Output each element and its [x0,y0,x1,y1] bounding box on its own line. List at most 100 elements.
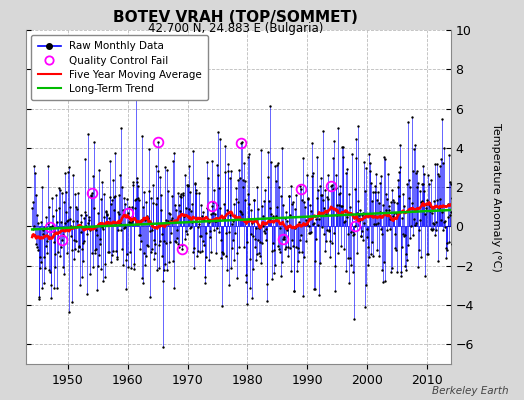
Point [394,184,402,190]
Point [117,124,126,131]
Point [34,247,42,254]
Point [354,198,363,204]
Point [356,217,365,224]
Point [53,219,61,226]
Point [408,200,417,206]
Point [295,249,303,256]
Point [447,241,456,247]
Point [224,168,233,174]
Point [357,232,366,239]
Point [365,254,373,260]
Point [78,228,86,235]
Point [203,158,211,165]
Point [301,204,309,210]
Point [417,198,425,205]
Point [153,195,161,202]
Point [154,168,162,174]
Point [345,204,354,210]
Point [191,180,199,187]
Point [71,204,80,210]
Point [411,222,419,228]
Point [184,182,192,188]
Point [87,191,95,198]
Point [185,206,193,213]
Point [370,213,378,219]
Point [322,211,330,217]
Point [160,164,169,170]
Point [376,209,385,215]
Point [347,228,355,235]
Point [67,232,75,239]
Point [212,224,221,231]
Point [130,205,139,212]
Point [436,217,445,223]
Point [288,201,296,207]
Point [422,197,431,203]
Point [221,168,230,175]
Point [43,250,51,256]
Point [409,232,418,238]
Point [363,234,371,240]
Point [304,222,313,229]
Point [168,193,177,200]
Point [312,154,321,160]
Point [72,238,80,244]
Point [169,158,177,164]
Point [378,230,386,237]
Point [388,187,397,194]
Point [203,175,212,181]
Point [113,254,122,260]
Point [58,190,66,196]
Point [299,155,307,161]
Point [275,183,283,190]
Point [237,209,245,216]
Point [234,177,242,184]
Point [189,245,198,251]
Point [38,184,46,190]
Point [278,258,287,265]
Point [346,255,354,261]
Point [398,244,406,250]
Point [123,251,131,257]
Point [70,256,78,262]
Point [306,202,314,208]
Point [152,200,160,207]
Point [380,154,389,160]
Point [123,196,132,202]
Point [105,249,114,256]
Point [406,184,414,190]
Point [315,216,323,222]
Point [452,236,460,242]
Point [369,253,377,260]
Point [328,181,336,188]
Point [387,199,395,205]
Point [309,170,318,176]
Point [432,227,440,234]
Point [321,238,330,245]
Point [222,230,230,236]
Point [162,167,171,173]
Point [60,170,69,176]
Point [65,308,73,315]
Point [310,258,319,264]
Point [95,252,103,258]
Point [239,160,248,166]
Point [148,246,156,252]
Point [428,210,436,216]
Point [415,226,423,233]
Point [445,178,454,185]
Point [372,220,380,227]
Point [285,192,293,199]
Point [136,246,144,252]
Point [324,172,332,179]
Point [137,238,145,244]
Point [185,189,194,196]
Point [198,212,206,219]
Point [192,215,201,221]
Point [104,249,112,255]
Point [41,214,50,221]
Point [248,295,257,302]
Point [421,273,430,279]
Point [327,183,335,189]
Point [115,192,124,198]
